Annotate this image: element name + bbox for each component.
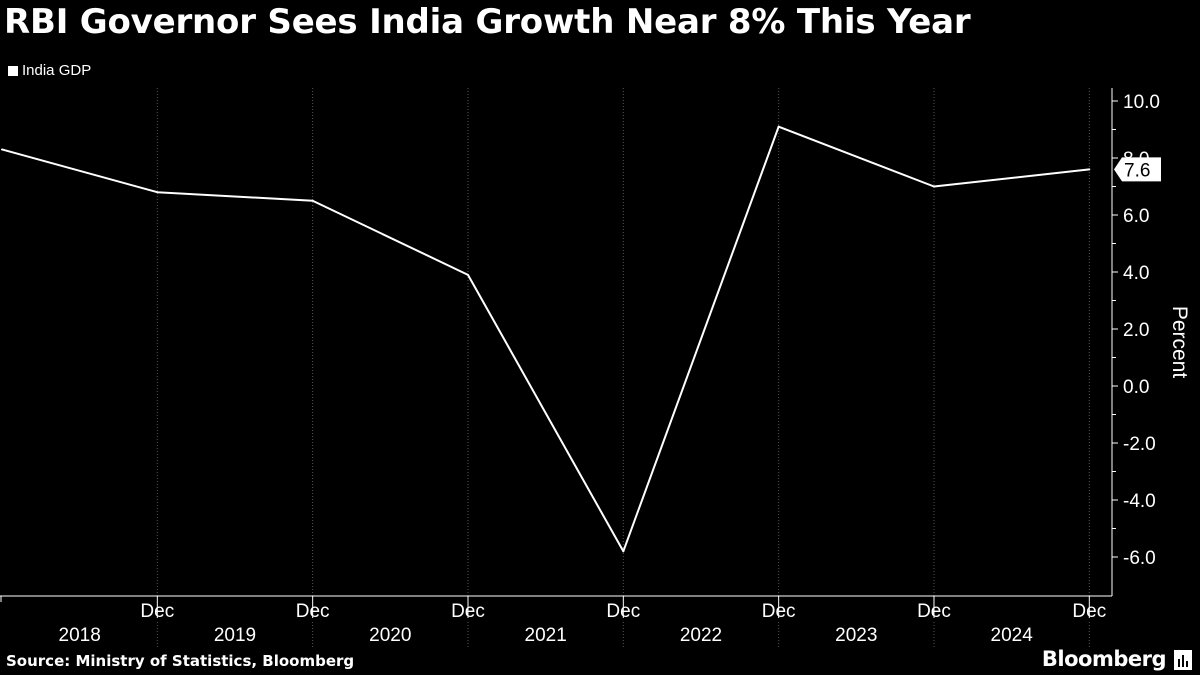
data-point <box>1088 168 1091 171</box>
last-value-label: 7.6 <box>1124 160 1150 181</box>
y-tick-label: 4.0 <box>1123 263 1149 284</box>
y-tick-label: 2.0 <box>1123 320 1149 341</box>
legend-label: India GDP <box>22 62 92 79</box>
x-tick-label: Dec <box>762 601 796 622</box>
x-year-label: 2022 <box>680 625 722 646</box>
legend: India GDP <box>8 62 91 79</box>
x-year-label: 2023 <box>835 625 877 646</box>
data-point <box>311 199 314 202</box>
x-tick-label: Dec <box>451 601 485 622</box>
legend-swatch-icon <box>8 65 18 76</box>
series-line-india-gdp <box>1 125 1090 553</box>
x-year-label: 2024 <box>991 625 1034 646</box>
y-tick-label: 6.0 <box>1123 206 1149 227</box>
data-point <box>156 191 159 194</box>
data-point <box>1 148 3 151</box>
data-point <box>466 273 469 276</box>
y-tick-label: -4.0 <box>1123 491 1156 512</box>
x-tick-label: Dec <box>917 601 951 622</box>
x-tick-label: Dec <box>140 601 174 622</box>
data-point <box>932 185 935 188</box>
x-tick-label: Dec <box>296 601 330 622</box>
source-note: Source: Ministry of Statistics, Bloomber… <box>6 652 355 670</box>
y-tick-label: 10.0 <box>1123 92 1160 113</box>
y-axis-label: Percent <box>1168 306 1191 379</box>
x-tick-label: Dec <box>1072 601 1106 622</box>
x-year-label: 2020 <box>369 625 411 646</box>
chart-title: RBI Governor Sees India Growth Near 8% T… <box>4 2 971 42</box>
bloomberg-logo: Bloomberg <box>1041 647 1167 671</box>
data-point <box>777 125 780 128</box>
x-year-label: 2021 <box>525 625 567 646</box>
x-year-label: 2019 <box>214 625 256 646</box>
last-value-callout <box>1114 157 1161 182</box>
bloomberg-terminal-icon <box>1174 650 1192 670</box>
data-point <box>622 550 625 553</box>
x-year-label: 2018 <box>59 625 101 646</box>
x-tick-label: Dec <box>606 601 640 622</box>
y-tick-label: -2.0 <box>1123 434 1156 455</box>
y-tick-label: 0.0 <box>1123 377 1149 398</box>
y-tick-label: -6.0 <box>1123 548 1156 569</box>
